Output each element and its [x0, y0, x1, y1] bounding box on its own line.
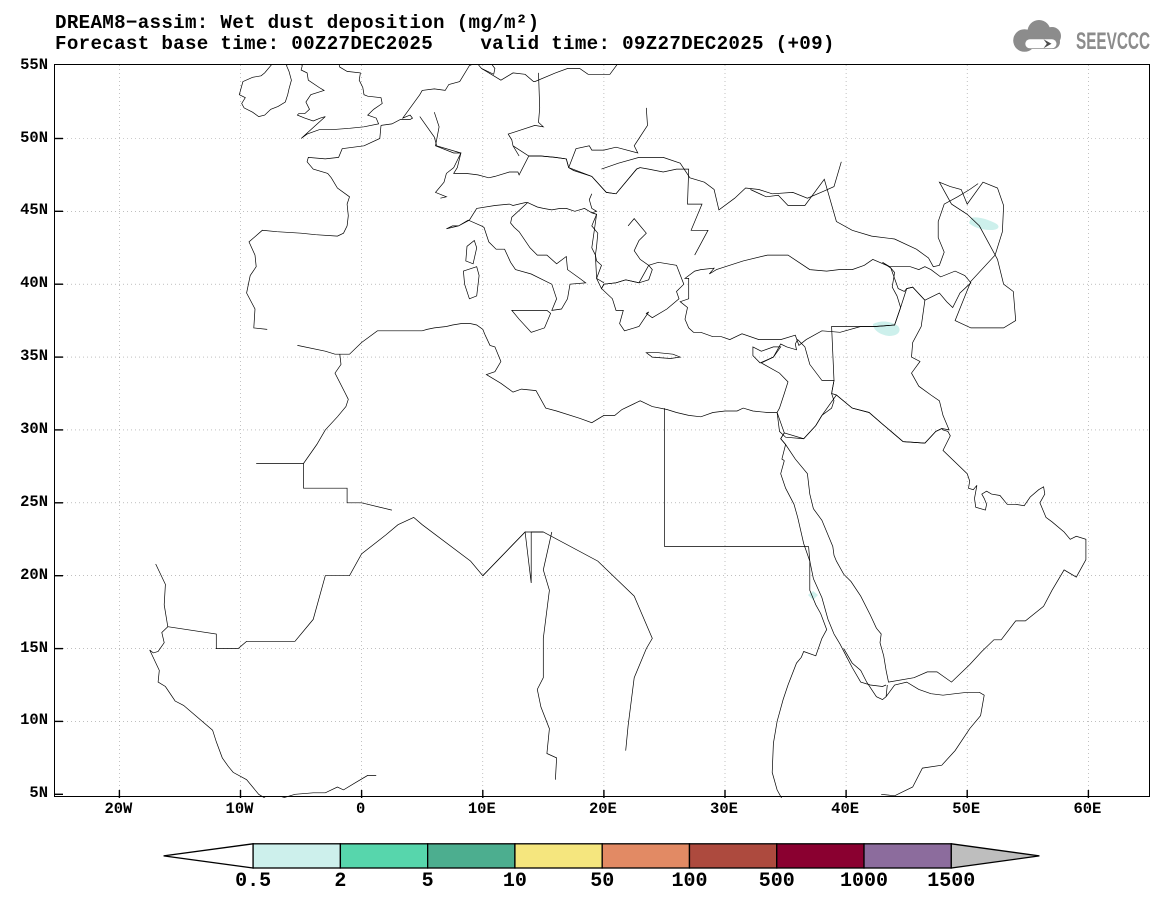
- svg-text:1500: 1500: [927, 870, 975, 893]
- svg-text:2: 2: [334, 870, 346, 893]
- svg-text:0.5: 0.5: [235, 870, 271, 893]
- svg-text:5: 5: [422, 870, 434, 893]
- svg-text:1000: 1000: [840, 870, 888, 893]
- svg-text:50: 50: [590, 870, 614, 893]
- svg-text:100: 100: [671, 870, 707, 893]
- svg-text:10: 10: [503, 870, 527, 893]
- svg-text:500: 500: [759, 870, 795, 893]
- svg-text:SEEVCCC: SEEVCCC: [1076, 28, 1150, 55]
